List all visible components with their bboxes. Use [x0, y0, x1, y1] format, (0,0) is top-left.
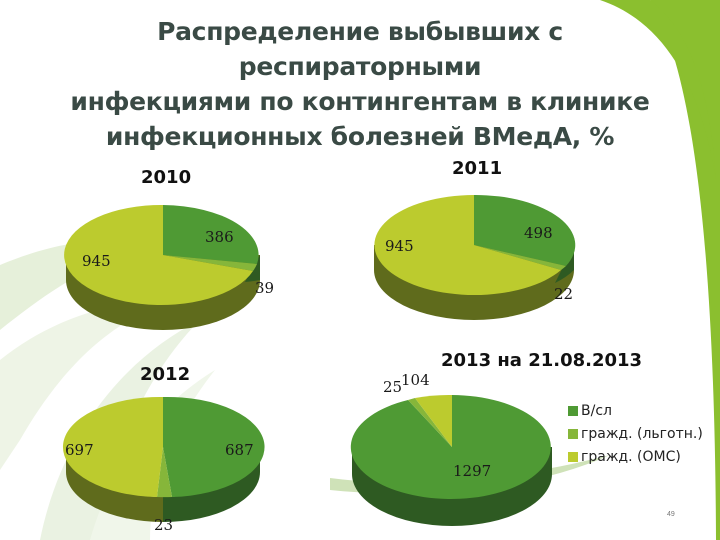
legend-item-v-sl: В/сл	[568, 399, 703, 422]
title-line-1: Распределение выбывших с респираторными	[157, 17, 563, 81]
chart-title-2013: 2013 на 21.08.2013	[441, 350, 643, 371]
title-line-3: инфекционных болезней ВМедА, %	[105, 122, 615, 151]
label-2012-oms: 697	[65, 441, 94, 459]
label-2013-lgotn: 25	[383, 378, 403, 396]
label-2011-lgotn: 22	[554, 285, 574, 303]
legend-label: В/сл	[581, 402, 612, 419]
label-2010-oms: 945	[82, 252, 111, 270]
chart-title-2011: 2011	[452, 158, 503, 179]
legend-label: гражд. (льготн.)	[581, 425, 703, 442]
chart-title-2010: 2010	[141, 167, 192, 188]
label-2012-v-sl: 687	[225, 441, 254, 459]
label-2010-lgotn: 39	[255, 279, 275, 297]
label-2013-oms: 104	[401, 371, 430, 389]
legend-item-lgotn: гражд. (льготн.)	[568, 422, 703, 445]
label-2013-v-sl: 1297	[453, 462, 492, 480]
title-line-2: инфекциями по контингентам в клинике	[70, 87, 650, 116]
label-2011-oms: 945	[385, 237, 414, 255]
pie-2011	[374, 194, 576, 320]
chart-legend: В/сл гражд. (льготн.) гражд. (ОМС)	[568, 399, 703, 468]
pie-2010	[64, 204, 260, 330]
label-2010-v-sl: 386	[205, 228, 234, 246]
legend-swatch-icon	[568, 451, 578, 462]
label-2011-v-sl: 498	[524, 224, 553, 242]
page-number: 49	[667, 511, 675, 518]
slide-title: Распределение выбывших с респираторными …	[40, 14, 680, 154]
legend-swatch-icon	[568, 405, 578, 416]
chart-title-2012: 2012	[140, 364, 191, 385]
legend-swatch-icon	[568, 428, 578, 439]
pie-2012	[62, 396, 265, 522]
legend-item-oms: гражд. (ОМС)	[568, 445, 703, 468]
label-2012-lgotn: 23	[154, 516, 174, 534]
pie-2013	[350, 394, 552, 526]
legend-label: гражд. (ОМС)	[581, 448, 681, 465]
